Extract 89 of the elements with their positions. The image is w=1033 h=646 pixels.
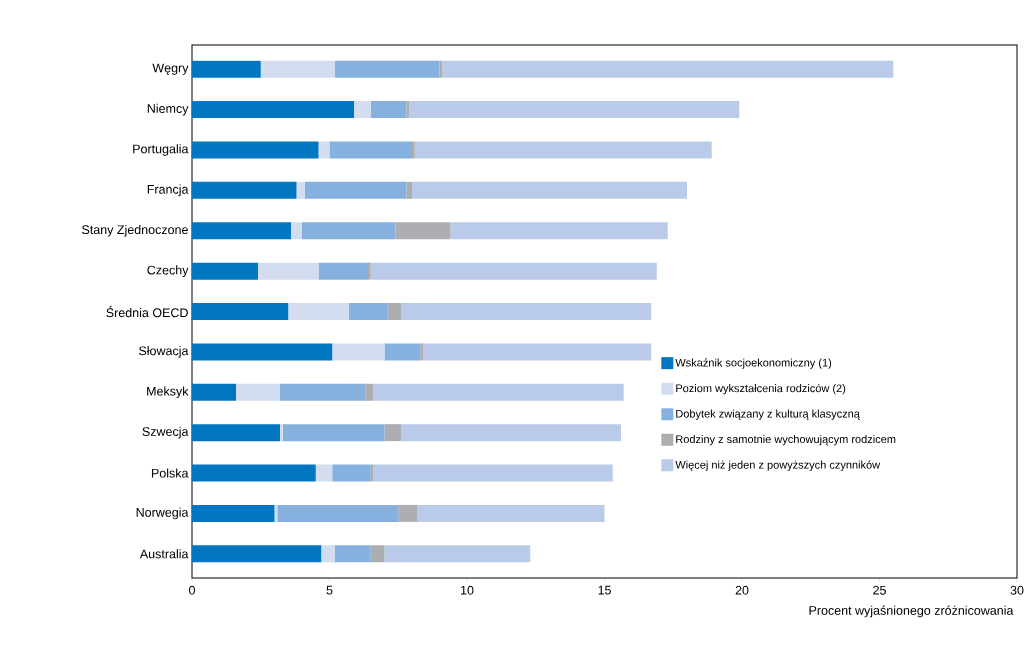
bar — [332, 464, 371, 482]
bar — [354, 101, 371, 119]
bar — [304, 181, 407, 199]
bar — [315, 464, 333, 482]
bar — [412, 181, 687, 199]
y-tick-label: Węgry — [152, 63, 189, 75]
bar — [277, 504, 399, 522]
bar — [335, 545, 371, 563]
bar — [192, 343, 333, 361]
x-tick-label: 15 — [598, 585, 611, 595]
bar — [401, 303, 652, 321]
bar — [414, 141, 712, 159]
bar — [192, 181, 297, 199]
bar — [260, 60, 335, 78]
bar — [442, 60, 894, 78]
bar — [192, 303, 289, 321]
bar — [395, 222, 451, 240]
bar — [417, 504, 605, 522]
legend-label: Więcej niż jeden z powyższych czynników — [675, 460, 881, 471]
x-tick-label: 20 — [735, 585, 749, 595]
bar — [423, 343, 652, 361]
bar — [370, 464, 374, 482]
x-tick-label: 5 — [326, 585, 333, 595]
y-tick-label: Czechy — [147, 265, 189, 277]
bar — [412, 141, 415, 159]
bar — [420, 343, 423, 361]
y-tick-label: Stany Zjednoczone — [82, 224, 188, 237]
bar — [335, 60, 440, 78]
bar — [384, 424, 401, 442]
legend-label: Dobytek związany z kulturą klasyczną — [676, 409, 860, 420]
bar — [192, 222, 291, 240]
bar — [291, 222, 302, 240]
y-tick-label: Słowacja — [139, 346, 189, 358]
bar — [280, 383, 366, 401]
y-tick-label: Portugalia — [133, 144, 189, 156]
y-tick-label: Średnia OECD — [106, 305, 188, 318]
bar — [409, 101, 740, 119]
y-tick-label: Francja — [147, 184, 189, 197]
x-tick-label: 30 — [1010, 585, 1024, 595]
bar — [370, 545, 385, 563]
bar — [302, 222, 396, 240]
bar — [406, 181, 412, 199]
legend-label: Poziom wykształcenia rodziców (2) — [676, 383, 846, 395]
bar — [450, 222, 668, 240]
y-tick-label: Niemcy — [147, 103, 189, 116]
bar — [321, 545, 335, 563]
bar — [274, 504, 278, 522]
bar — [370, 101, 407, 119]
bar — [329, 141, 412, 159]
x-tick-label: 0 — [189, 585, 195, 595]
y-tick-label: Polska — [151, 468, 189, 478]
bar — [384, 343, 421, 361]
bar — [365, 383, 374, 401]
x-tick-label: 25 — [873, 585, 886, 595]
bar — [373, 464, 613, 482]
bar — [401, 424, 621, 442]
bar — [370, 262, 657, 280]
x-tick-label: 10 — [461, 585, 474, 595]
bar — [192, 60, 261, 78]
bar — [192, 424, 280, 442]
bar — [192, 262, 258, 280]
y-tick-label: Norwegia — [136, 507, 189, 520]
bar — [282, 424, 385, 442]
bar — [258, 262, 319, 280]
y-tick-label: Szwecja — [142, 426, 189, 439]
bar — [318, 141, 330, 159]
bar — [236, 383, 280, 401]
bar — [192, 464, 316, 482]
x-axis-title: Procent wyjaśnionego zróżnicowania — [809, 605, 1014, 618]
bar — [288, 303, 349, 321]
bar — [192, 383, 236, 401]
bar — [332, 343, 385, 361]
bar — [280, 424, 283, 442]
bar — [384, 545, 531, 563]
bar — [368, 262, 371, 280]
legend-label: Rodziny z samotnie wychowującym rodzicem — [676, 435, 896, 446]
y-tick-label: Australia — [139, 549, 189, 559]
y-tick-label: Meksyk — [147, 386, 189, 399]
bar — [348, 303, 388, 321]
bar — [192, 141, 319, 159]
bar — [387, 303, 401, 321]
bar — [192, 504, 275, 522]
bar — [192, 545, 322, 563]
bar — [373, 383, 624, 401]
legend-label: Wskaźnik socjoekonomiczny (1) — [675, 358, 832, 369]
bar — [318, 262, 368, 280]
bar — [296, 181, 305, 199]
bar — [398, 504, 418, 522]
bar — [192, 101, 355, 119]
